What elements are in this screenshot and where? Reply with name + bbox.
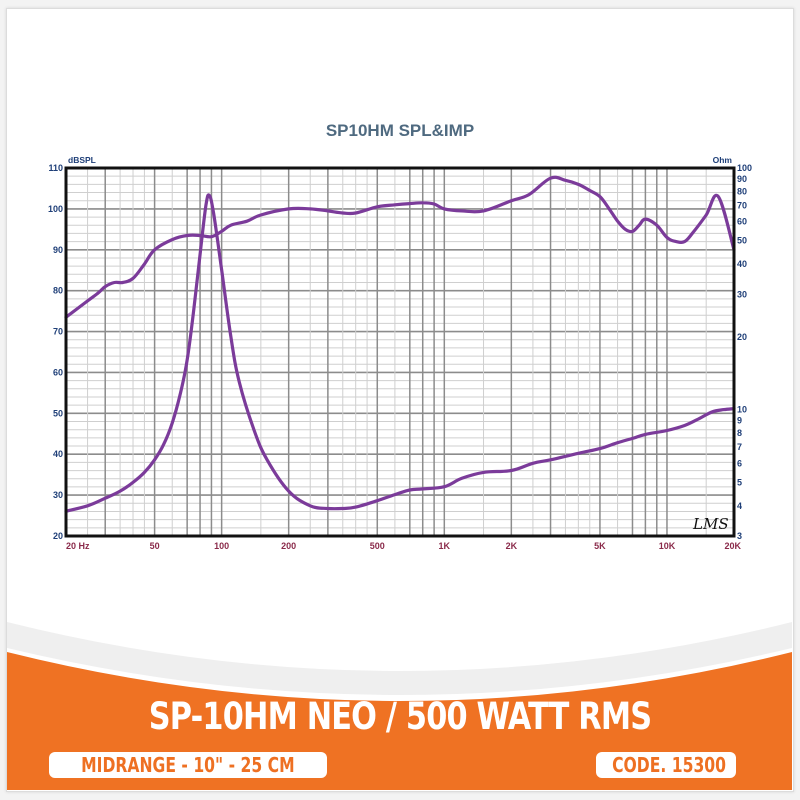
x-tick-label: 200	[281, 541, 296, 551]
y2-tick-label: 80	[737, 186, 747, 196]
spl-curve	[64, 175, 736, 319]
y-tick-label: 50	[53, 408, 63, 418]
category-badge: MIDRANGE - 10" - 25 CM	[49, 752, 327, 778]
code-text: CODE. 15300	[612, 753, 727, 777]
y2-tick-label: 20	[737, 332, 747, 342]
x-axis-ticks: 20 Hz 50 100 200 500 1K 2K 5K 10K 20K	[66, 541, 741, 551]
x-tick-label: 10K	[659, 541, 676, 551]
x-tick-label: 100	[214, 541, 229, 551]
y2-tick-label: 90	[737, 174, 747, 184]
plot-frame	[64, 166, 736, 538]
x-tick-label: 50	[150, 541, 160, 551]
x-tick-label: 5K	[594, 541, 606, 551]
y2-tick-label: 70	[737, 200, 747, 210]
product-title: SP-10HM NEO / 500 WATT RMS	[148, 695, 652, 738]
x-tick-label: 20 Hz	[66, 541, 90, 551]
x-tick-label: 2K	[506, 541, 518, 551]
y2-tick-label: 50	[737, 236, 747, 246]
chart-title: SP10HM SPL&IMP	[326, 121, 474, 140]
y2-tick-label: 6	[737, 458, 742, 468]
y2-tick-label: 10	[737, 405, 747, 415]
y2-tick-label: 7	[737, 442, 742, 452]
y2-tick-label: 60	[737, 217, 747, 227]
chart-curves	[64, 175, 736, 513]
chart-grid	[66, 167, 734, 537]
y-tick-label: 30	[53, 490, 63, 500]
y-tick-label: 80	[53, 286, 63, 296]
y2-tick-label: 100	[737, 163, 752, 173]
x-tick-label: 500	[370, 541, 385, 551]
category-text: MIDRANGE - 10" - 25 CM	[81, 753, 295, 777]
lms-watermark: LMS	[692, 515, 729, 533]
y2-tick-label: 3	[737, 531, 742, 541]
x-tick-label: 1K	[439, 541, 451, 551]
y2-tick-label: 5	[737, 477, 742, 487]
impedance-curve	[64, 193, 736, 513]
y-axis-left-ticks: 20 30 40 50 60 70 80 90 100 110	[48, 163, 63, 541]
y-tick-label: 60	[53, 367, 63, 377]
y-tick-label: 100	[48, 204, 63, 214]
code-badge: CODE. 15300	[596, 752, 736, 778]
y2-tick-label: 9	[737, 416, 742, 426]
y-axis-left-label: dBSPL	[68, 155, 96, 165]
y-axis-right-label: Ohm	[713, 155, 733, 165]
y2-tick-label: 30	[737, 289, 747, 299]
y-tick-label: 70	[53, 327, 63, 337]
y2-tick-label: 8	[737, 428, 742, 438]
y-tick-label: 110	[48, 163, 63, 173]
y-tick-label: 90	[53, 245, 63, 255]
y-tick-label: 20	[53, 531, 63, 541]
x-tick-label: 20K	[724, 541, 741, 551]
y2-tick-label: 40	[737, 259, 747, 269]
y2-tick-label: 4	[737, 501, 742, 511]
y-tick-label: 40	[53, 449, 63, 459]
